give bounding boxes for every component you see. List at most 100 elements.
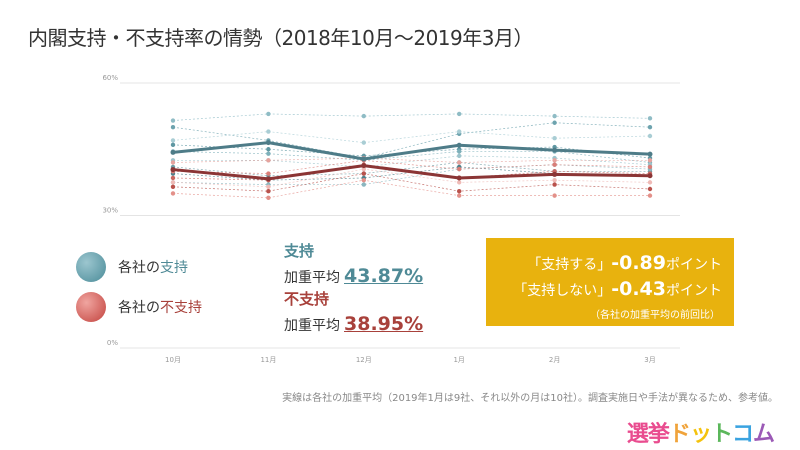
support-company-point [457,111,462,117]
nonsupport-company-point [552,162,557,167]
support-company-point [647,124,653,130]
nonsupport-average-point [456,175,462,181]
logo-char: ト [710,422,733,447]
support-average-point [265,140,271,146]
nonsupport-company-point [266,171,271,176]
nonsupport-company-point [457,160,462,165]
nonsupport-average-label: 加重平均 [284,318,340,334]
change-nonsupport-label: 「支持しない」 [513,283,612,299]
nonsupport-company-point [457,180,462,185]
nonsupport-company-point [361,166,366,172]
support-company-point [552,120,557,125]
logo-char: 選 [626,422,649,447]
nonsupport-average-block: 不支持 加重平均 38.95% [284,288,423,335]
nonsupport-company-point [457,189,462,194]
legend-nonsupport-dot-icon [76,292,106,322]
support-average-point [552,147,558,153]
footnote: 実線は各社の加重平均（2019年1月は9社、それ以外の月は10社）。調査実施日や… [282,393,778,404]
support-average-point [647,151,653,157]
support-average-line [172,141,651,161]
nonsupport-company-point [647,180,653,185]
support-company-point [266,151,271,156]
change-nonsupport-unit: ポイント [666,283,722,299]
support-average-label: 加重平均 [284,270,340,286]
support-company-point [647,116,653,121]
change-note: （各社の加重平均の前回比） [590,310,720,321]
nonsupport-company-point [647,158,653,163]
nonsupport-company-point [552,177,557,183]
legend-support-prefix: 各社の [118,260,160,276]
nonsupport-average-line [172,164,651,181]
support-company-point [647,133,653,139]
support-company-point [170,124,176,130]
legend-nonsupport: 各社の不支持 [76,292,202,322]
change-nonsupport-line: 「支持しない」-0.43ポイント [513,278,722,300]
y-tick-label: 60% [102,74,118,82]
change-support-value: -0.89 [611,252,666,274]
nonsupport-company-point [457,166,462,172]
nonsupport-company-point [266,189,271,194]
nonsupport-company-line [172,168,651,188]
nonsupport-company-point [457,193,462,198]
x-tick-label: 11月 [260,356,276,364]
support-company-point [457,129,462,134]
nonsupport-company-point [647,193,653,198]
nonsupport-company-point [552,193,557,198]
change-summary-box: 「支持する」-0.89ポイント 「支持しない」-0.43ポイント （各社の加重平… [486,238,734,326]
nonsupport-company-point [647,164,653,170]
nonsupport-company-point [170,191,176,196]
support-company-point [266,147,271,152]
support-company-line [173,155,651,168]
support-average-heading: 支持 [284,242,315,260]
nonsupport-company-point [552,158,557,163]
support-company-point [266,111,271,117]
support-company-point [552,113,557,119]
legend-nonsupport-word: 不支持 [160,300,202,316]
change-support-unit: ポイント [666,257,722,273]
support-company-point [361,182,366,187]
change-support-line: 「支持する」-0.89ポイント [527,252,722,274]
nonsupport-average-value: 38.95% [344,313,424,335]
site-logo: 選挙ドットコム [626,416,775,448]
support-average-value: 43.87% [344,265,424,287]
logo-char: ム [752,422,775,447]
nonsupport-average-point [552,171,558,177]
legend-nonsupport-prefix: 各社の [118,300,160,316]
nonsupport-company-point [170,184,176,189]
logo-char: ッ [689,422,712,447]
y-tick-label: 0% [107,339,118,347]
support-company-point [266,129,271,134]
nonsupport-company-point [266,158,271,163]
support-average-point [456,142,462,148]
change-support-label: 「支持する」 [527,257,612,273]
support-company-point [457,149,462,154]
nonsupport-company-point [170,175,176,181]
nonsupport-average-point [647,173,653,179]
nonsupport-company-line [172,157,650,163]
nonsupport-average-point [265,176,271,182]
x-tick-label: 12月 [356,356,372,364]
support-company-line [172,122,651,159]
nonsupport-company-point [170,180,176,185]
nonsupport-company-line [172,179,650,199]
legend-support: 各社の支持 [76,252,188,282]
support-company-point [457,153,462,159]
logo-char: 挙 [647,422,670,447]
nonsupport-company-point [170,160,176,165]
nonsupport-average-point [170,167,176,173]
nonsupport-company-point [361,177,366,183]
support-company-point [170,118,176,123]
nonsupport-company-point [361,171,366,176]
logo-char: コ [731,422,754,447]
legend-support-word: 支持 [160,260,188,276]
support-company-line [172,113,651,121]
nonsupport-average-point [361,163,367,169]
support-company-point [552,136,557,141]
nonsupport-average-heading: 不支持 [284,290,330,308]
change-nonsupport-value: -0.43 [611,278,666,300]
x-tick-label: 1月 [453,356,464,364]
support-company-point [361,113,366,119]
x-tick-label: 10月 [165,356,181,364]
nonsupport-company-line [172,173,651,192]
